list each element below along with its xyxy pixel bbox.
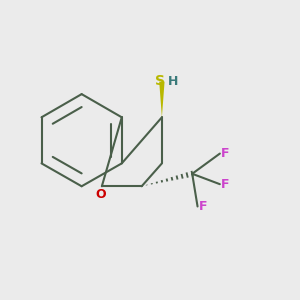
Text: F: F xyxy=(199,200,207,213)
Text: H: H xyxy=(168,74,178,88)
Polygon shape xyxy=(159,82,165,117)
Text: F: F xyxy=(221,178,230,191)
Text: O: O xyxy=(95,188,106,201)
Text: F: F xyxy=(221,147,230,160)
Text: S: S xyxy=(154,74,164,88)
